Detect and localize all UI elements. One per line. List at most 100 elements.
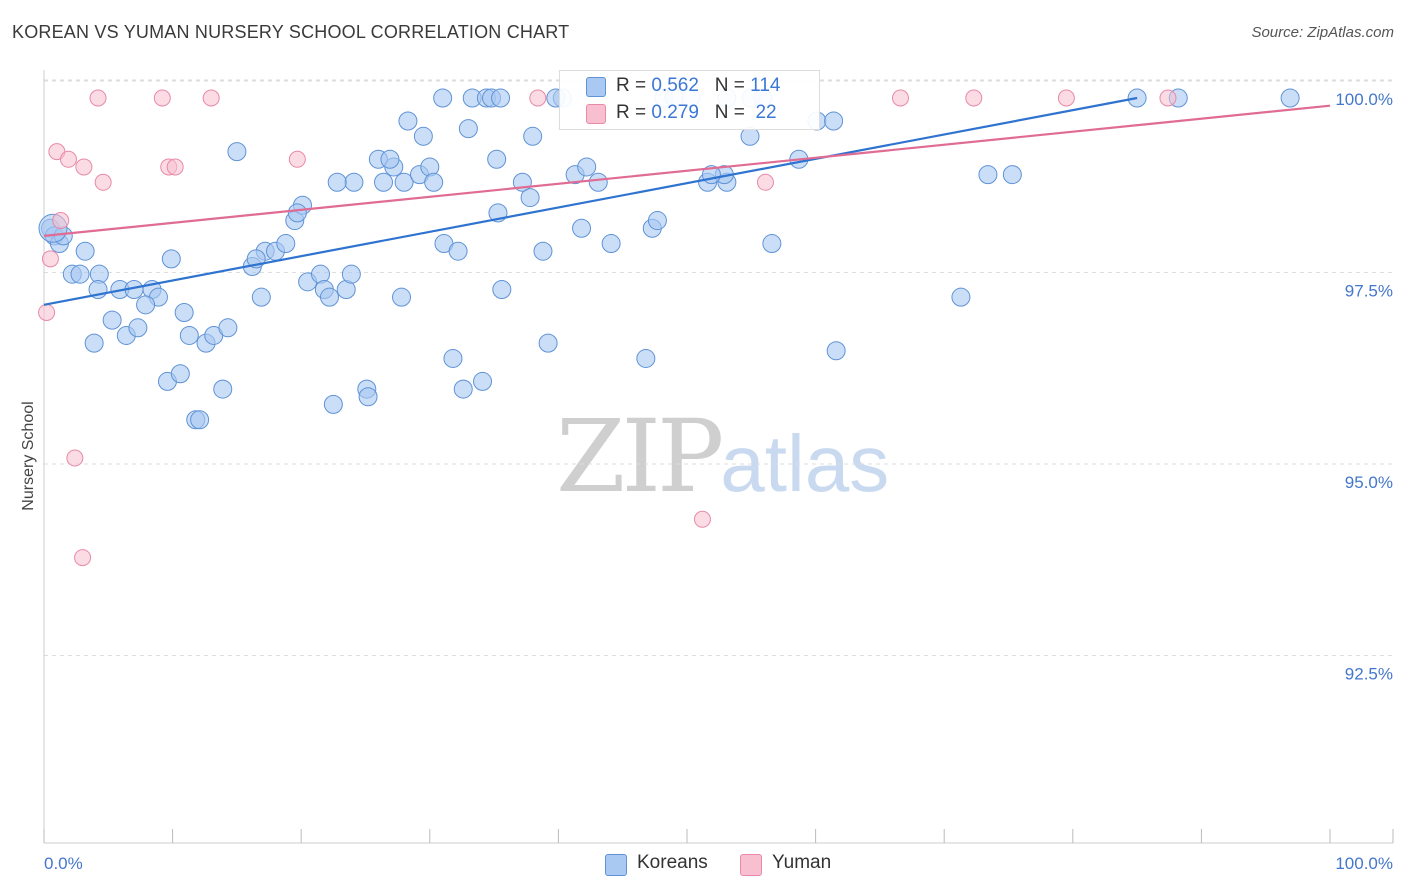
korean-point (577, 157, 597, 177)
yuman-n-label: N = (714, 102, 745, 123)
korean-point (341, 264, 361, 284)
yuman-r-value: 0.279 (651, 102, 699, 123)
yuman-point (153, 89, 171, 107)
yuman-point (693, 510, 711, 528)
korean-point (740, 126, 760, 146)
x-tick-label-min: 0.0% (44, 854, 83, 873)
korean-point (601, 234, 621, 254)
yuman-trend-line (43, 104, 1331, 237)
korean-point (190, 410, 210, 430)
korean-point (1280, 88, 1300, 108)
korean-point (572, 218, 592, 238)
korean-n-value: 114 (750, 75, 781, 96)
watermark-zip: ZIP (556, 398, 724, 515)
korean-point (218, 318, 238, 338)
korean-point (523, 126, 543, 146)
korean-point (161, 249, 181, 269)
korean-point (588, 172, 608, 192)
korean-point (394, 172, 414, 192)
yuman-point (38, 303, 56, 321)
korean-point (433, 88, 453, 108)
korean-point (84, 333, 104, 353)
x-tick-label-max: 100.0% (1335, 854, 1393, 873)
korean-point (473, 371, 493, 391)
yuman-point (965, 89, 983, 107)
korean-point (487, 149, 507, 169)
korean-point (392, 287, 412, 307)
korean-point (174, 302, 194, 322)
korean-n-label: N = (714, 75, 745, 96)
yuman-point (41, 250, 59, 268)
x-ticks (43, 829, 1394, 843)
korean-point (538, 333, 558, 353)
korean-point (374, 172, 394, 192)
yuman-swatch (586, 104, 606, 124)
y-axis-label: Nursery School (20, 401, 37, 510)
y-tick-labels: 92.5% 95.0% 97.5% 100.0% (1335, 90, 1393, 684)
yuman-point (74, 549, 92, 567)
chart-title: KOREAN VS YUMAN NURSERY SCHOOL CORRELATI… (12, 22, 570, 42)
korean-point (136, 295, 156, 315)
korean-point (520, 188, 540, 208)
yuman-legend-swatch (740, 854, 762, 876)
korean-point (824, 111, 844, 131)
korean-point (492, 280, 512, 299)
koreans-legend-swatch (605, 854, 627, 876)
y-tick-label: 92.5% (1345, 665, 1393, 684)
gridlines (44, 79, 1393, 656)
yuman-legend-label: Yuman (772, 852, 832, 873)
korean-point (75, 241, 95, 261)
korean-r-label: R = (616, 75, 647, 96)
yuman-point (89, 89, 107, 107)
yuman-point (75, 158, 93, 176)
korean-point (453, 379, 473, 399)
korean-point (398, 111, 418, 131)
yuman-point (1057, 89, 1075, 107)
korean-point (826, 341, 846, 361)
korean-point (251, 287, 271, 307)
yuman-n-value: 22 (755, 102, 777, 123)
korean-swatch (586, 77, 606, 97)
korean-point (636, 348, 656, 368)
yuman-stats: R = 0.279 N = 22 (616, 102, 777, 124)
korean-point (380, 149, 400, 169)
trend-lines (43, 96, 1331, 306)
korean-point (170, 364, 190, 384)
yuman-point (1159, 89, 1177, 107)
korean-r-value: 0.562 (651, 75, 699, 96)
korean-point (344, 172, 364, 192)
korean-stats: R = 0.562 N = 114 (616, 75, 780, 97)
korean-point (1002, 165, 1022, 185)
korean-point (327, 172, 347, 192)
korean-points (38, 88, 1300, 430)
korean-point (647, 211, 667, 231)
yuman-point (891, 89, 909, 107)
y-tick-label: 97.5% (1345, 282, 1393, 301)
korean-point (448, 241, 468, 261)
yuman-point (756, 173, 774, 191)
korean-point (179, 325, 199, 345)
yuman-point (94, 173, 112, 191)
korean-point (358, 387, 378, 407)
korean-trend-line (43, 96, 1138, 306)
yuman-point (59, 150, 77, 168)
korean-point (213, 379, 233, 399)
korean-point (443, 348, 463, 368)
yuman-point (166, 158, 184, 176)
korean-point (319, 287, 339, 307)
korean-point (951, 287, 971, 307)
korean-point (533, 241, 553, 261)
yuman-point (202, 89, 220, 107)
stats-legend: R = 0.562 N = 114 R = 0.279 N = 22 (559, 70, 820, 130)
korean-point (227, 142, 247, 162)
korean-point (424, 172, 444, 192)
yuman-point (52, 212, 70, 230)
y-tick-label: 100.0% (1335, 90, 1393, 109)
korean-point (491, 88, 511, 108)
korean-point (276, 234, 296, 254)
korean-point (102, 310, 122, 330)
yuman-point (288, 150, 306, 168)
source-credit: Source: ZipAtlas.com (1251, 24, 1394, 41)
koreans-legend-label: Koreans (637, 852, 708, 873)
